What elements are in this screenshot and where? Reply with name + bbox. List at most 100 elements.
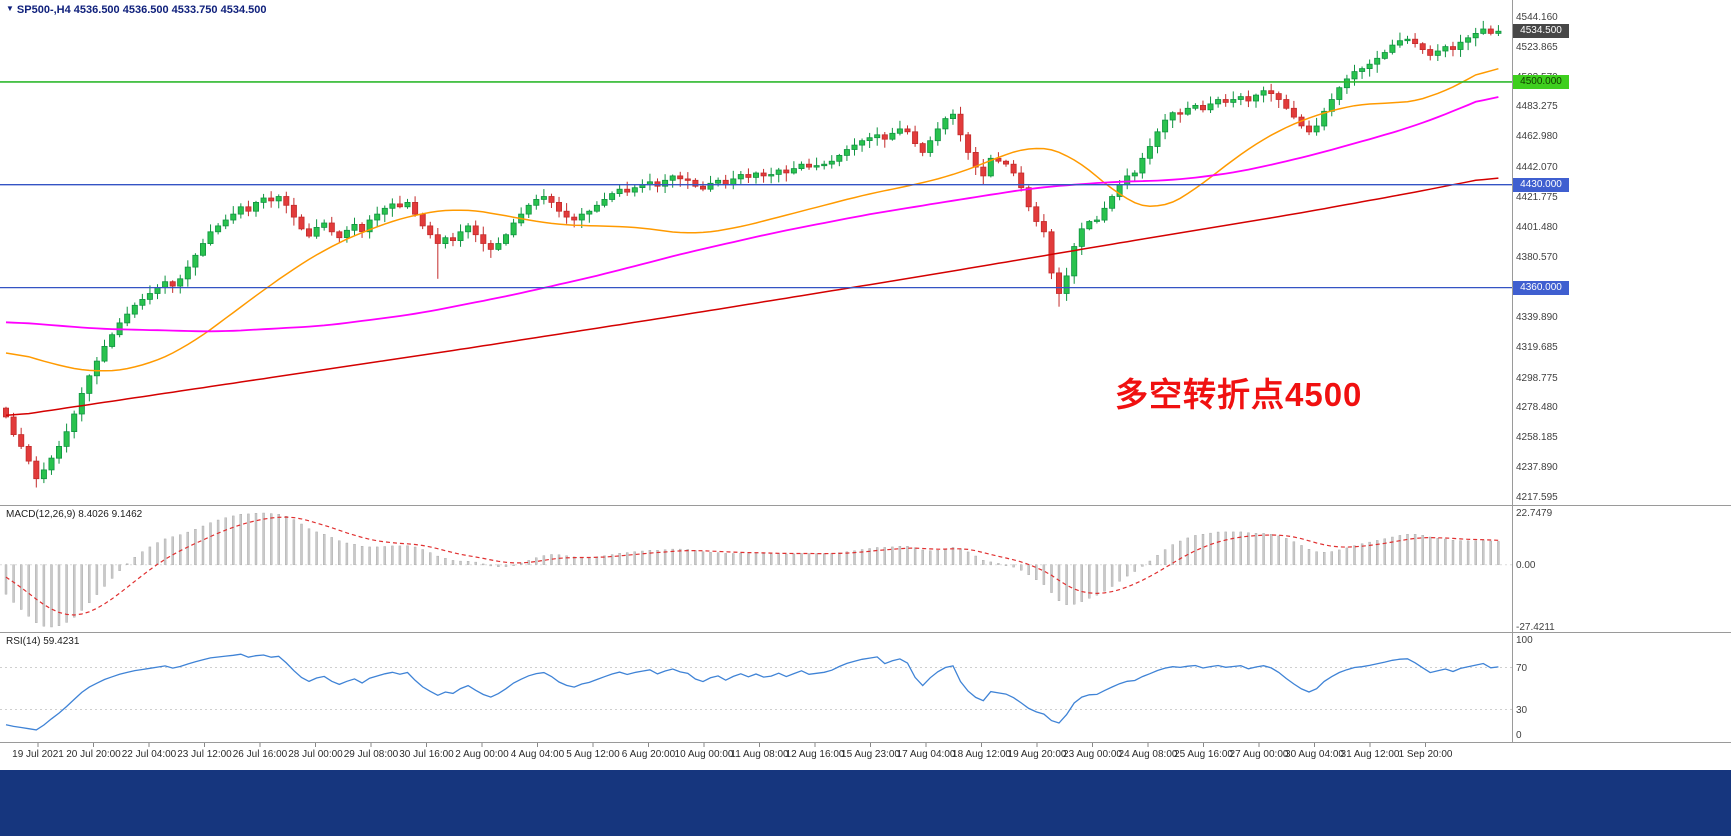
candle-body-down: [3, 407, 9, 418]
candle-body-down: [1245, 96, 1252, 102]
candle-body-up: [177, 278, 184, 287]
macd-histogram-bar: [754, 553, 758, 565]
symbol-marker-icon: ▼: [6, 4, 14, 13]
time-axis[interactable]: 19 Jul 2021 20 Jul 20:00 22 Jul 04:00 23 Ju…: [0, 743, 1731, 770]
macd-histogram-bar: [216, 519, 220, 565]
macd-histogram-bar: [626, 552, 629, 565]
candle-body-up: [109, 334, 116, 347]
time-axis-label: 25 Aug 16:00: [1174, 749, 1233, 760]
candle-body-up: [1480, 28, 1487, 34]
macd-histogram-bar: [557, 554, 561, 565]
macd-histogram-bar: [1330, 551, 1334, 565]
macd-histogram-bar: [451, 560, 455, 565]
candle-body-down: [480, 234, 487, 244]
macd-histogram-bar: [663, 549, 667, 565]
macd-histogram-bar: [1125, 564, 1129, 577]
macd-histogram-bar: [1216, 531, 1220, 565]
macd-histogram-bar: [1398, 535, 1402, 565]
macd-histogram-bar: [489, 564, 492, 567]
macd-histogram-bar: [1095, 564, 1099, 596]
candle-body-up: [351, 223, 358, 231]
macd-histogram-bar: [72, 564, 76, 618]
macd-histogram-bar: [1269, 534, 1273, 565]
candle-body-up: [586, 210, 593, 215]
candle-body-up: [578, 213, 585, 221]
candle-body-up: [146, 293, 153, 300]
rsi-line: [5, 653, 1499, 731]
macd-histogram-bar: [338, 540, 341, 565]
candle-body-up: [1101, 207, 1108, 221]
candle-body-up: [942, 118, 949, 130]
macd-histogram-bar: [1391, 536, 1394, 565]
macd-histogram-bar: [1406, 534, 1409, 565]
candle-body-up: [866, 137, 873, 141]
candle-body-up: [260, 197, 267, 203]
candle-body-up: [1131, 172, 1138, 177]
macd-histogram: [4, 512, 1500, 628]
candle-body-down: [904, 128, 911, 133]
candle-body-up: [828, 160, 835, 165]
candle-body-up: [1162, 119, 1169, 133]
price-axis[interactable]: 4544.1604523.8654503.5704483.2754462.980…: [1512, 0, 1731, 742]
candle-body-up: [139, 298, 146, 306]
candle-body-down: [472, 225, 479, 236]
candle-body-down: [245, 206, 252, 212]
macd-histogram-bar: [1300, 545, 1303, 565]
macd-histogram-bar: [42, 564, 46, 627]
macd-histogram-bar: [360, 546, 364, 565]
macd-histogram-bar: [194, 529, 197, 565]
macd-histogram-bar: [709, 552, 712, 565]
candle-body-up: [896, 128, 903, 134]
time-axis-label: 12 Aug 16:00: [785, 749, 845, 760]
candle-body-up: [889, 132, 896, 140]
macd-histogram-bar: [482, 563, 485, 566]
macd-histogram-bar: [883, 547, 886, 565]
macd-histogram-bar: [1232, 531, 1235, 565]
candle-body-down: [563, 210, 570, 218]
macd-histogram-bar: [618, 553, 621, 565]
candle-body-up: [1086, 221, 1093, 230]
level-badge-4360[interactable]: 4360.000: [1513, 281, 1569, 295]
ma-fast-line: [5, 67, 1499, 372]
candle-body-down: [571, 216, 578, 221]
macd-histogram-bar: [671, 548, 674, 565]
candle-body-down: [654, 181, 661, 187]
macd-histogram-bar: [1004, 564, 1008, 566]
macd-histogram-bar: [1375, 540, 1379, 565]
candle-body-up: [465, 225, 472, 233]
candle-body-up: [821, 163, 828, 167]
candle-body-up: [275, 196, 282, 202]
macd-histogram-bar: [989, 561, 992, 565]
candle-body-up: [1351, 71, 1358, 80]
level-badge-4500[interactable]: 4500.000: [1513, 75, 1569, 89]
macd-histogram-bar: [913, 547, 917, 565]
candle-body-up: [737, 174, 744, 180]
macd-histogram-bar: [1156, 555, 1159, 565]
macd-histogram-bar: [1466, 540, 1470, 565]
candle-body-up: [593, 204, 600, 212]
candle-body-down: [1290, 107, 1297, 118]
macd-histogram-bar: [959, 548, 962, 565]
candle-body-down: [1177, 112, 1184, 115]
macd-histogram-bar: [921, 549, 924, 565]
candle-body-up: [1071, 246, 1078, 277]
candle-body-up: [836, 154, 843, 162]
candle-body-down: [1040, 221, 1047, 233]
macd-histogram-bar: [368, 546, 371, 565]
candle-body-up: [192, 254, 199, 268]
candle-body-up: [162, 281, 169, 289]
macd-histogram-bar: [4, 564, 8, 595]
candle-body-up: [1124, 175, 1131, 186]
macd-histogram-bar: [686, 549, 689, 565]
candle-body-down: [169, 281, 176, 287]
macd-histogram-bar: [1360, 543, 1364, 565]
candle-body-up: [154, 287, 161, 294]
macd-histogram-bar: [641, 550, 644, 565]
macd-histogram-bar: [376, 546, 379, 565]
candle-body-up: [222, 219, 229, 227]
candle-body-up: [1192, 105, 1199, 109]
level-badge-4430[interactable]: 4430.000: [1513, 178, 1569, 192]
chart-annotation-text[interactable]: 多空转折点4500: [1115, 376, 1363, 413]
macd-histogram-bar: [777, 553, 780, 565]
